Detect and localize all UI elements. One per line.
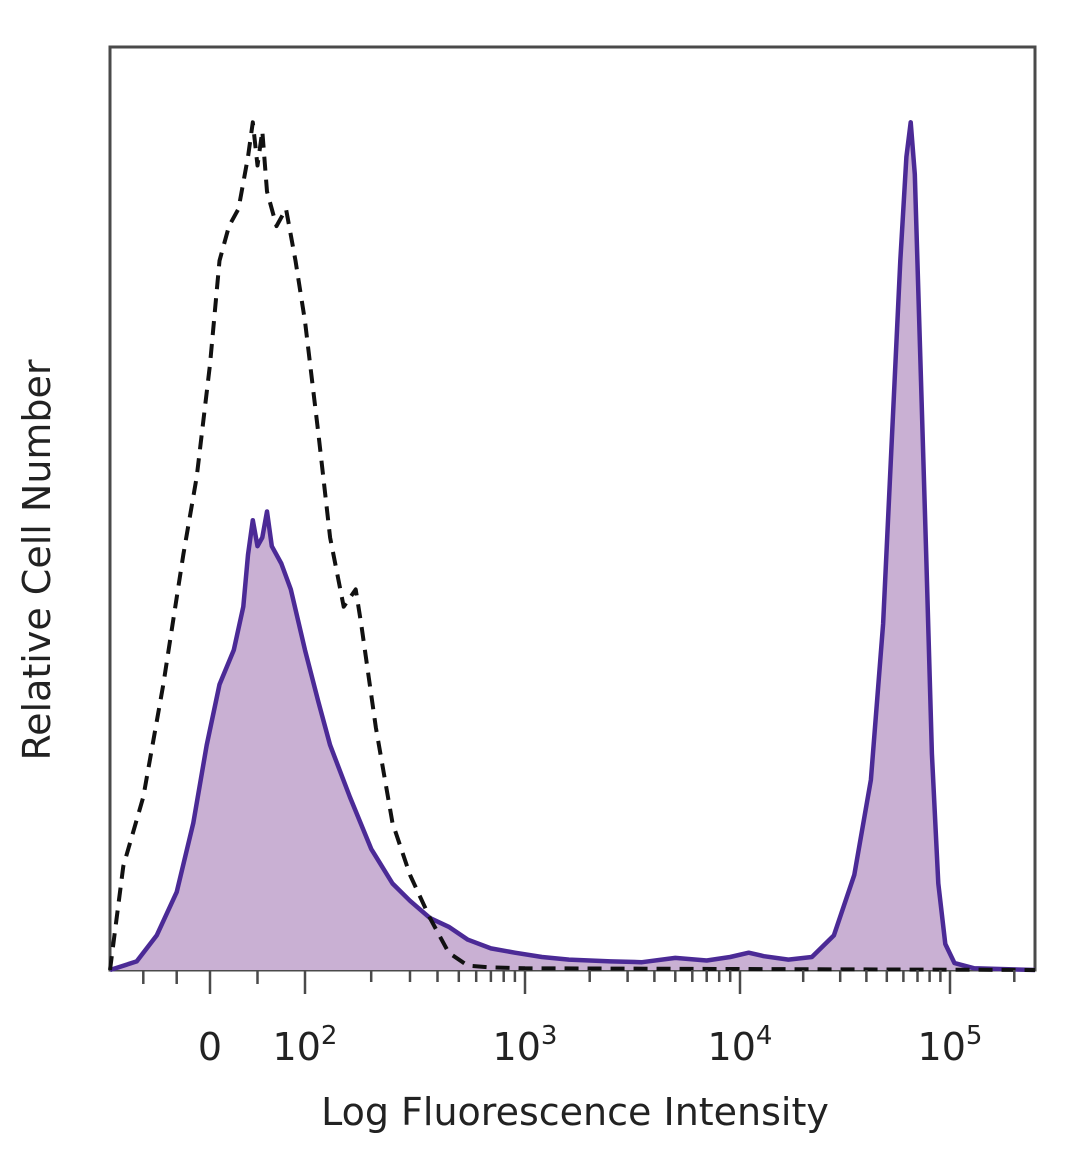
series-line-0 <box>108 120 1036 972</box>
series-fill-1 <box>110 122 1035 971</box>
x-tick-label-4: 105 <box>918 1021 983 1069</box>
x-tick-label-2: 103 <box>493 1021 558 1069</box>
tick-label-layer: 0 102 103 104 105 <box>198 1021 983 1069</box>
series-layer <box>108 120 1036 973</box>
y-axis-label: Relative Cell Number <box>15 359 59 760</box>
tick-layer <box>142 970 1016 994</box>
x-tick-label-0: 0 <box>198 1025 222 1069</box>
x-tick-label-1: 102 <box>273 1021 338 1069</box>
x-tick-label-3: 104 <box>708 1021 773 1069</box>
x-axis-label: Log Fluorescence Intensity <box>321 1090 829 1134</box>
series-line-1 <box>109 120 1036 973</box>
